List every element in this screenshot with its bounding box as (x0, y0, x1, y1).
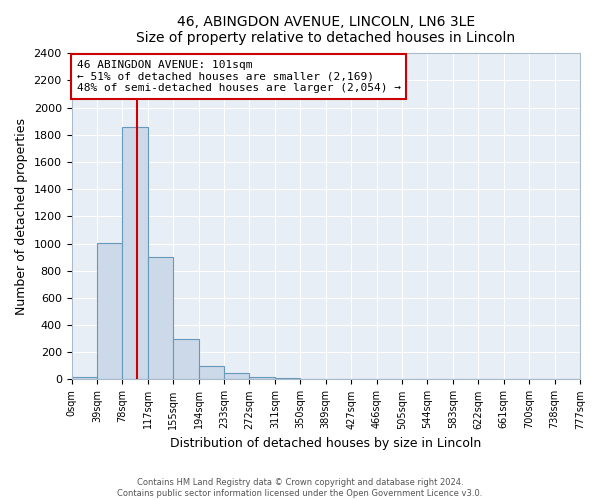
X-axis label: Distribution of detached houses by size in Lincoln: Distribution of detached houses by size … (170, 437, 481, 450)
Bar (250, 376, 275, 380)
Bar (275, 378, 301, 380)
Bar (97, 243, 122, 380)
Bar (71, 376, 97, 380)
Bar (173, 338, 199, 380)
Bar (224, 374, 250, 380)
Bar (122, 126, 148, 380)
Y-axis label: Number of detached properties: Number of detached properties (15, 118, 28, 315)
Bar (148, 257, 173, 380)
Bar (199, 366, 224, 380)
Title: 46, ABINGDON AVENUE, LINCOLN, LN6 3LE
Size of property relative to detached hous: 46, ABINGDON AVENUE, LINCOLN, LN6 3LE Si… (136, 15, 515, 45)
Text: Contains HM Land Registry data © Crown copyright and database right 2024.
Contai: Contains HM Land Registry data © Crown c… (118, 478, 482, 498)
Text: 46 ABINGDON AVENUE: 101sqm
← 51% of detached houses are smaller (2,169)
48% of s: 46 ABINGDON AVENUE: 101sqm ← 51% of deta… (77, 60, 401, 93)
